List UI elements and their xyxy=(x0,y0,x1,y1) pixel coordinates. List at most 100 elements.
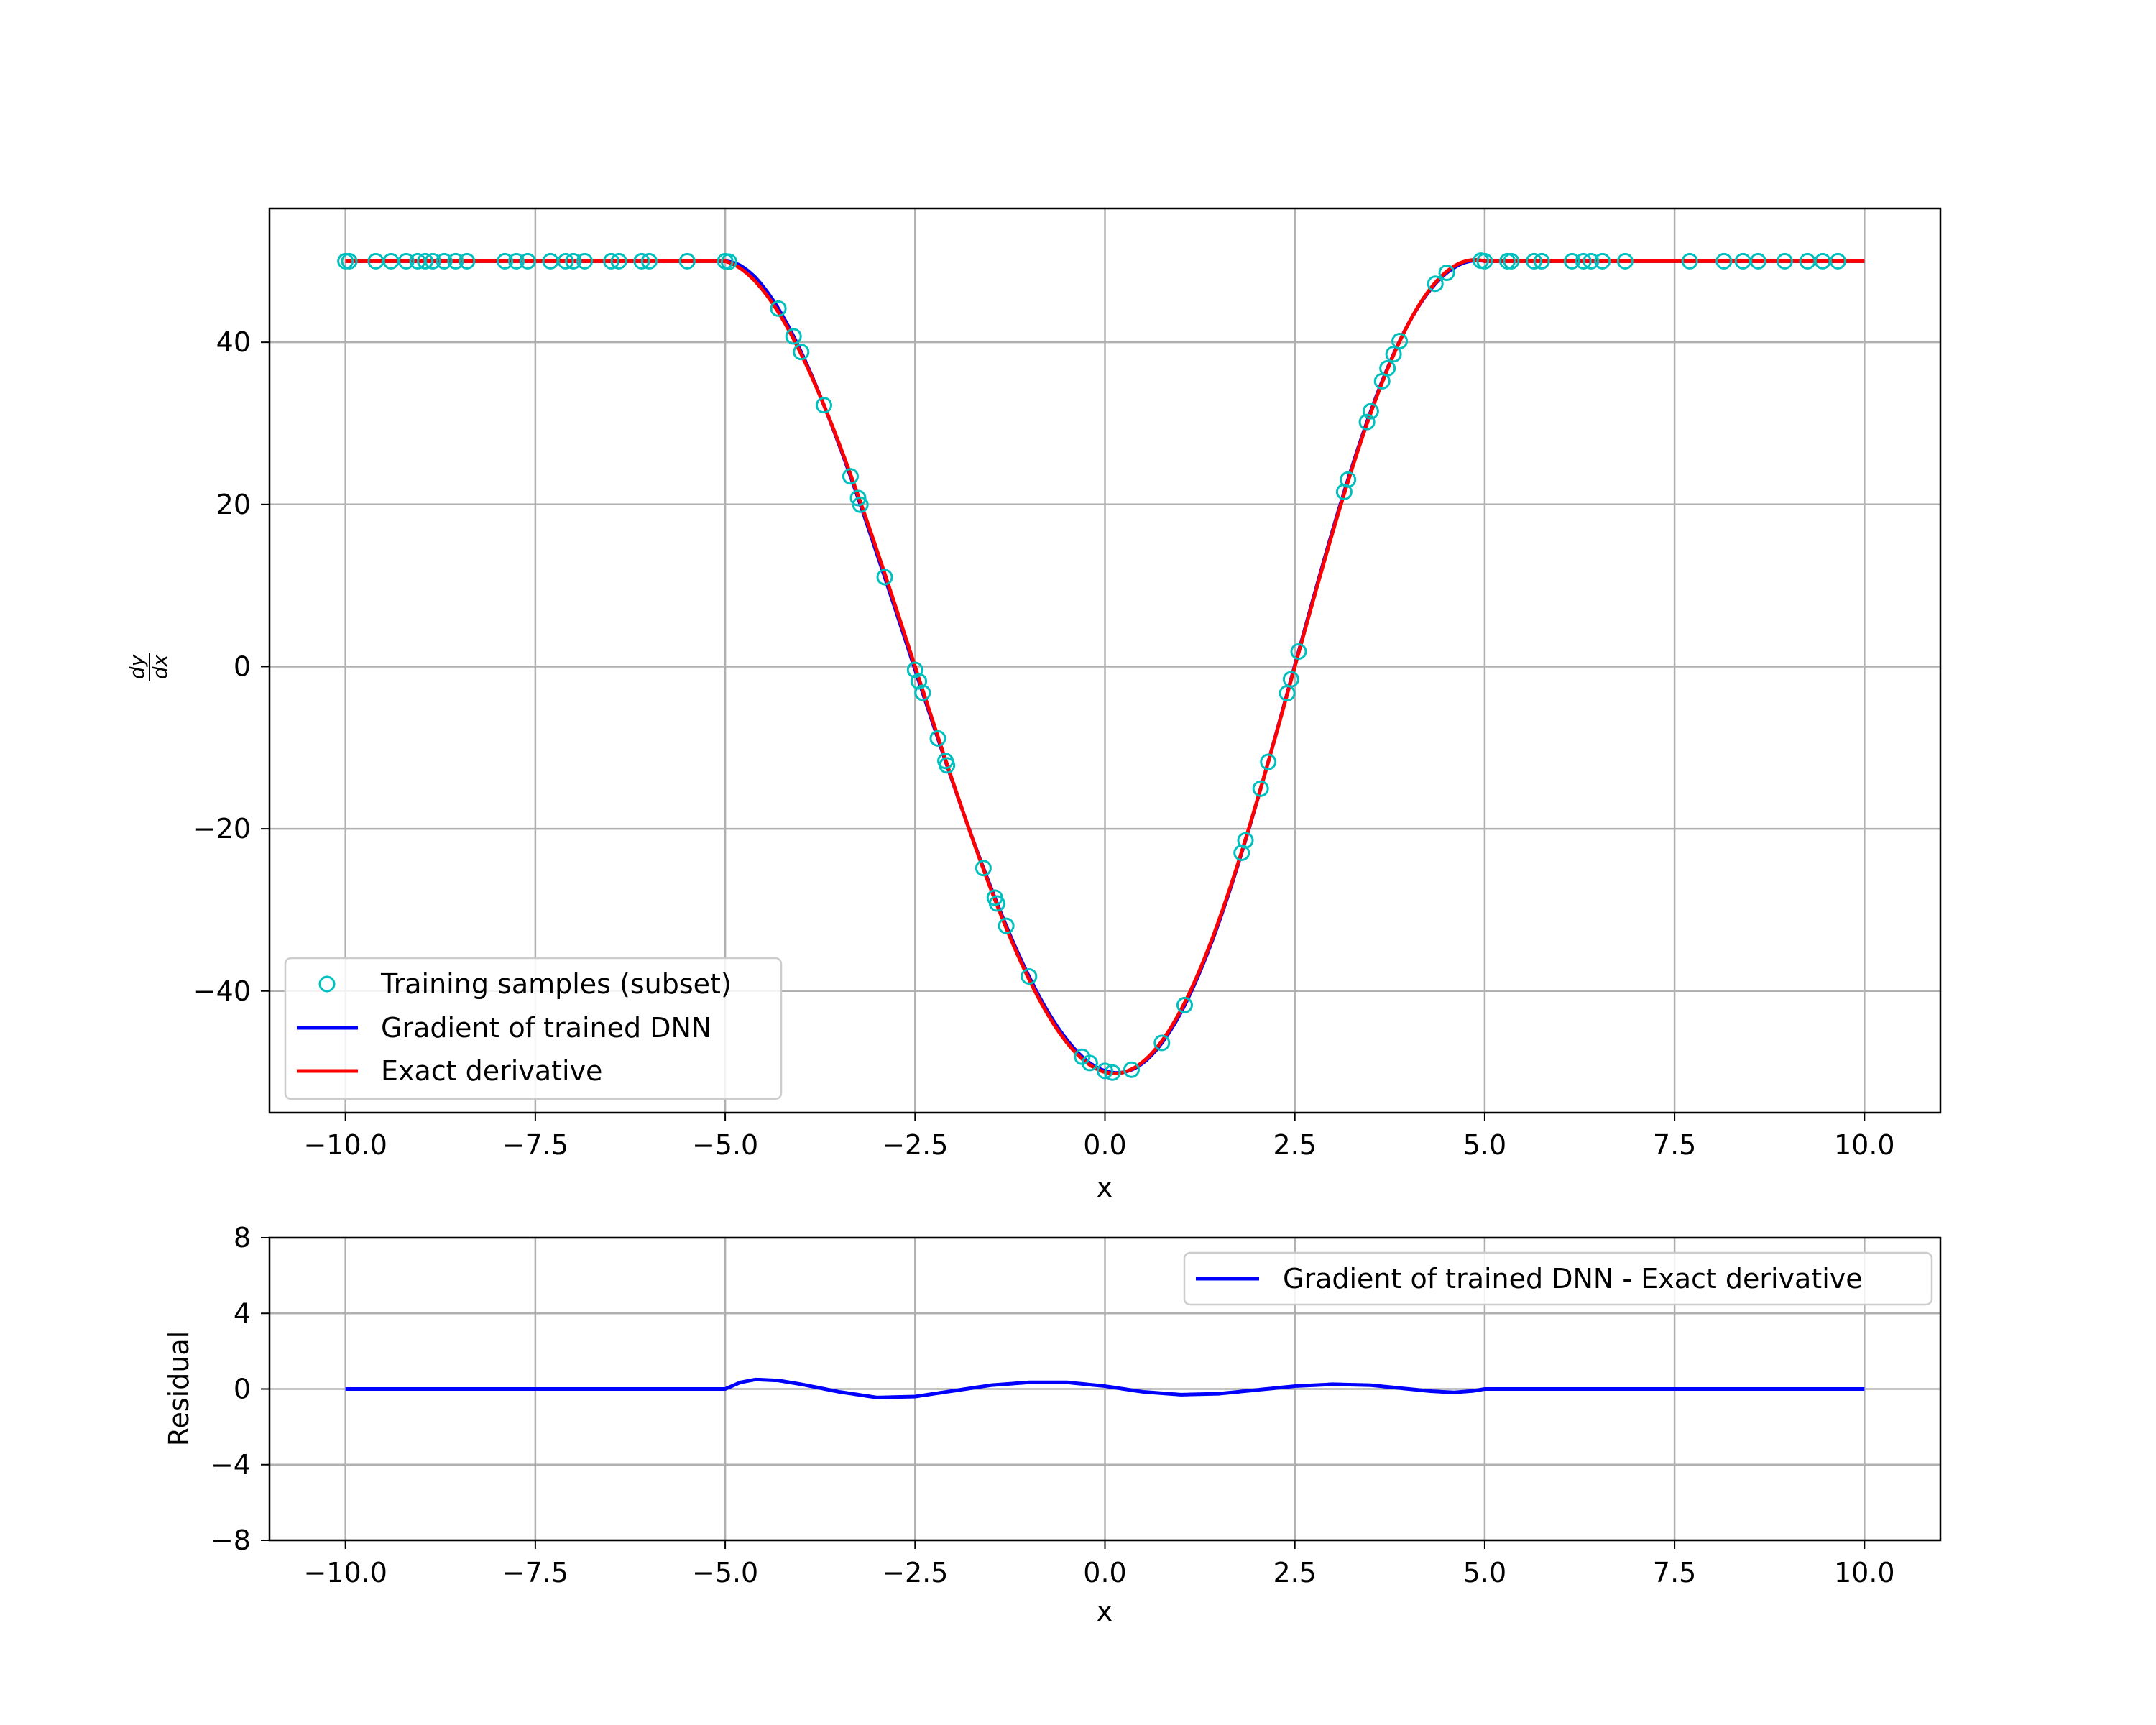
residual-x-tick-label: −10.0 xyxy=(303,1557,387,1588)
main-x-tick-label: 10.0 xyxy=(1834,1129,1895,1161)
training-sample-point xyxy=(1362,402,1379,420)
legend-label-training: Training samples (subset) xyxy=(380,968,732,1000)
residual-x-tick-label: −7.5 xyxy=(502,1557,568,1588)
training-sample-point xyxy=(1081,1054,1098,1072)
main-x-axis-label: x xyxy=(1097,1172,1113,1203)
training-sample-point xyxy=(1594,252,1611,270)
training-sample-point xyxy=(1616,252,1634,270)
training-sample-point xyxy=(1427,275,1444,293)
training-sample-point xyxy=(1583,252,1600,270)
training-sample-point xyxy=(1749,252,1766,270)
residual-x-tick-label: −2.5 xyxy=(882,1557,948,1588)
training-sample-point xyxy=(1503,252,1520,270)
training-sample-point xyxy=(1237,832,1254,849)
training-sample-point xyxy=(1776,252,1793,270)
residual-legend-box xyxy=(1183,1251,1933,1306)
main-panel: −10.0 −7.5 −5.0 −2.5 0.0 2.5 5.0 7.5 10.0 −40 −20… xyxy=(125,207,1942,1203)
training-sample-point xyxy=(1379,359,1396,377)
main-y-tick-label: −40 xyxy=(193,975,251,1007)
training-sample-point xyxy=(876,569,893,586)
residual-x-tick-label: 5.0 xyxy=(1463,1557,1506,1588)
training-sample-point xyxy=(929,730,946,747)
main-x-tick-label: 7.5 xyxy=(1653,1129,1696,1161)
training-sample-point xyxy=(1282,671,1299,688)
training-sample-point xyxy=(633,252,650,270)
training-sample-point xyxy=(988,895,1005,912)
training-sample-point xyxy=(975,860,992,877)
training-sample-point xyxy=(459,252,476,270)
training-sample-point xyxy=(720,253,737,270)
residual-x-tick-label: 7.5 xyxy=(1653,1557,1696,1588)
training-sample-point xyxy=(436,252,453,270)
main-y-ticks: −40 −20 0 20 40 xyxy=(193,326,270,1007)
main-y-tick-label: 0 xyxy=(234,650,251,682)
main-x-tick-label: −5.0 xyxy=(692,1129,758,1161)
training-sample-point xyxy=(519,252,536,270)
training-sample-point xyxy=(1021,967,1038,985)
training-sample-point xyxy=(1829,252,1846,270)
residual-line xyxy=(345,1377,1865,1399)
y-label-denominator: dx xyxy=(148,654,172,679)
training-sample-point xyxy=(1438,264,1455,281)
training-sample-point xyxy=(785,328,802,345)
training-sample-point xyxy=(1097,1062,1113,1080)
main-legend-box xyxy=(284,957,783,1100)
training-sample-point xyxy=(1575,252,1592,270)
main-y-tick-label: −20 xyxy=(193,813,251,845)
legend-label-residual: Gradient of trained DNN - Exact derivati… xyxy=(1283,1263,1863,1294)
main-y-tick-label: 40 xyxy=(216,326,251,358)
training-sample-point xyxy=(417,252,434,270)
residual-x-tick-label: −5.0 xyxy=(692,1557,758,1588)
residual-y-tick-label: −8 xyxy=(211,1524,251,1556)
training-sample-point xyxy=(640,252,658,270)
training-sample-point xyxy=(397,252,415,270)
training-sample-point xyxy=(678,252,696,270)
training-sample-point xyxy=(815,397,832,414)
residual-panel: −10.0 −7.5 −5.0 −2.5 0.0 2.5 5.0 7.5 10.0 −8 −4 0 4… xyxy=(163,1222,1942,1627)
y-label-numerator: dy xyxy=(125,654,149,679)
main-y-tick-label: 20 xyxy=(216,489,251,520)
training-sample-point xyxy=(1681,252,1698,270)
residual-x-tick-label: 10.0 xyxy=(1834,1557,1895,1588)
main-x-ticks: −10.0 −7.5 −5.0 −2.5 0.0 2.5 5.0 7.5 10.0 xyxy=(303,1113,1895,1161)
training-sample-point xyxy=(1340,471,1357,488)
legend-label-exact: Exact derivative xyxy=(381,1055,602,1087)
main-x-tick-label: 5.0 xyxy=(1463,1129,1506,1161)
training-sample-point xyxy=(1391,333,1409,350)
residual-y-tick-label: −4 xyxy=(211,1449,251,1481)
legend-label-dnn: Gradient of trained DNN xyxy=(381,1012,711,1044)
residual-x-tick-label: 0.0 xyxy=(1083,1557,1126,1588)
training-sample-point xyxy=(565,252,582,270)
training-sample-point xyxy=(1385,346,1402,363)
training-sample-point xyxy=(424,252,441,270)
residual-x-axis-label: x xyxy=(1097,1596,1113,1627)
training-sample-point xyxy=(852,496,869,513)
main-x-tick-label: −7.5 xyxy=(502,1129,568,1161)
main-x-tick-label: 0.0 xyxy=(1083,1129,1126,1161)
training-sample-point xyxy=(1252,780,1269,797)
training-sample-point xyxy=(1104,1064,1121,1081)
training-sample-point xyxy=(998,917,1015,934)
training-sample-point xyxy=(497,252,514,270)
main-x-tick-label: 2.5 xyxy=(1273,1129,1316,1161)
training-sample-point xyxy=(507,252,525,270)
main-legend: Training samples (subset) Gradient of tr… xyxy=(284,957,783,1100)
main-y-axis-label: dy dx xyxy=(125,653,172,681)
main-x-tick-label: −10.0 xyxy=(303,1129,387,1161)
training-sample-point xyxy=(447,252,464,270)
training-sample-point xyxy=(939,757,956,774)
training-samples xyxy=(337,252,1846,1081)
training-sample-point xyxy=(1176,996,1193,1013)
training-sample-point xyxy=(557,252,574,270)
training-sample-point xyxy=(842,468,859,485)
training-sample-point xyxy=(1153,1034,1171,1052)
training-sample-point xyxy=(1476,252,1493,270)
residual-x-ticks: −10.0 −7.5 −5.0 −2.5 0.0 2.5 5.0 7.5 10.0 xyxy=(303,1540,1895,1588)
training-sample-point xyxy=(914,684,931,702)
training-sample-point xyxy=(1715,252,1733,270)
training-sample-point xyxy=(1526,252,1543,270)
training-sample-point xyxy=(610,252,627,270)
main-grid xyxy=(270,208,1940,1113)
training-sample-point xyxy=(603,252,620,270)
